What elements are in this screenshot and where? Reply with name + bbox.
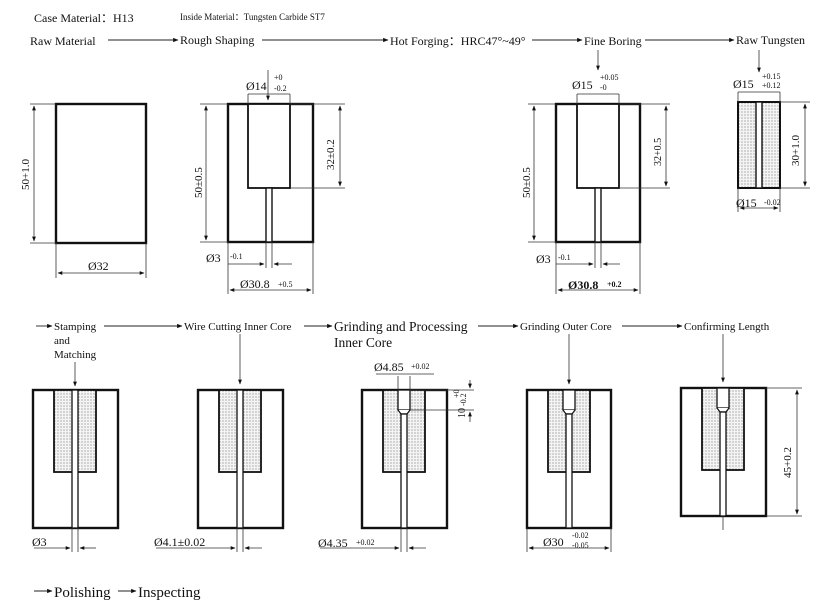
dim-outer-od-tol-up: -0.02 [572,531,589,540]
dim-rough-height: 50±0.5 [193,167,205,198]
dim-rough-bore-tol-up: +0 [274,73,283,82]
inside-material-label: Inside Material：Tungsten Carbide ST7 [180,12,325,22]
part-confirming-length [679,334,802,530]
dim-fine-height: 50±0.5 [521,167,533,198]
dim-grind-hole: Ø4.35 [318,536,348,550]
dim-rough-depth: 32±0.2 [325,139,337,170]
dim-outer-od: Ø30 [543,535,564,549]
dim-raw-width: Ø32 [88,259,109,273]
dim-rough-od-tol: +0.5 [278,280,293,289]
part-rough-shaping [200,70,345,294]
step-rough-shaping: Rough Shaping [180,33,254,47]
dim-tung-top-tol-dn: +0.12 [762,81,781,90]
step-hot-forging: Hot Forging：HRC47°~49° [390,34,526,48]
part-raw-tungsten [737,50,810,212]
dim-rough-hole: Ø3 [206,251,221,265]
dim-grind-depth: 10 [457,408,468,418]
step-grinding-inner-1: Grinding and Processing [334,319,468,334]
dim-tung-top: Ø15 [733,77,754,91]
part-fine-boring [528,50,670,294]
dim-tung-height: 30+1.0 [790,135,802,166]
dim-tung-bot-tol: -0.02 [764,198,781,207]
part-grinding-outer [525,334,613,552]
step-grinding-outer: Grinding Outer Core [520,321,612,333]
part-stamping [31,362,120,552]
dim-grind-top: Ø4.85 [374,360,404,374]
dim-rough-od: Ø30.8 [240,277,270,291]
dim-grind-top-tol: +0.02 [411,362,430,371]
part-raw-material [30,102,148,278]
step-stamping-3: Matching [54,349,97,361]
step-stamping-1: Stamping [54,321,97,333]
part-wire-cutting [156,334,285,552]
dim-outer-od-tol-dn: -0.05 [572,541,589,550]
step-raw-material: Raw Material [30,34,96,48]
dim-rough-bore: Ø14 [246,79,267,93]
dim-rough-bore-tol-dn: -0.2 [274,84,287,93]
dim-fine-hole-tol: -0.1 [558,253,571,262]
step-polishing: Polishing [54,585,111,601]
dim-wire-hole: Ø4.1±0.02 [154,535,205,549]
dim-fine-bore-tol-dn: -0 [600,83,607,92]
dim-fine-bore: Ø15 [572,78,593,92]
step-fine-boring: Fine Boring [584,34,642,48]
dim-fine-od-tol: +0.2 [607,280,622,289]
part-grinding-inner [320,373,474,552]
step-inspecting: Inspecting [138,585,201,601]
dim-confirm-height: 45+0.2 [782,447,794,478]
dim-stamp-hole: Ø3 [32,535,47,549]
dim-tung-top-tol-up: +0.15 [762,72,781,81]
dim-fine-depth: 32+0.5 [653,138,664,166]
dim-fine-bore-tol-up: +0.05 [600,73,619,82]
dim-tung-bot: Ø15 [736,196,757,210]
case-material-label: Case Material：H13 [34,11,134,25]
step-stamping-2: and [54,335,70,347]
dim-grind-depth-tol-up: +0 [452,389,461,398]
dim-grind-hole-tol: +0.02 [356,538,375,547]
dim-raw-height: 50+1.0 [20,159,32,190]
dim-rough-hole-tol: -0.1 [230,252,243,261]
step-grinding-inner-2: Inner Core [334,335,392,350]
dim-grind-depth-tol-dn: -0.2 [459,393,468,406]
step-wire-cutting: Wire Cutting Inner Core [184,321,292,333]
dim-fine-hole: Ø3 [536,252,551,266]
step-raw-tungsten: Raw Tungsten [736,33,805,47]
step-confirming-length: Confirming Length [684,321,770,333]
dim-fine-od: Ø30.8 [568,278,598,292]
